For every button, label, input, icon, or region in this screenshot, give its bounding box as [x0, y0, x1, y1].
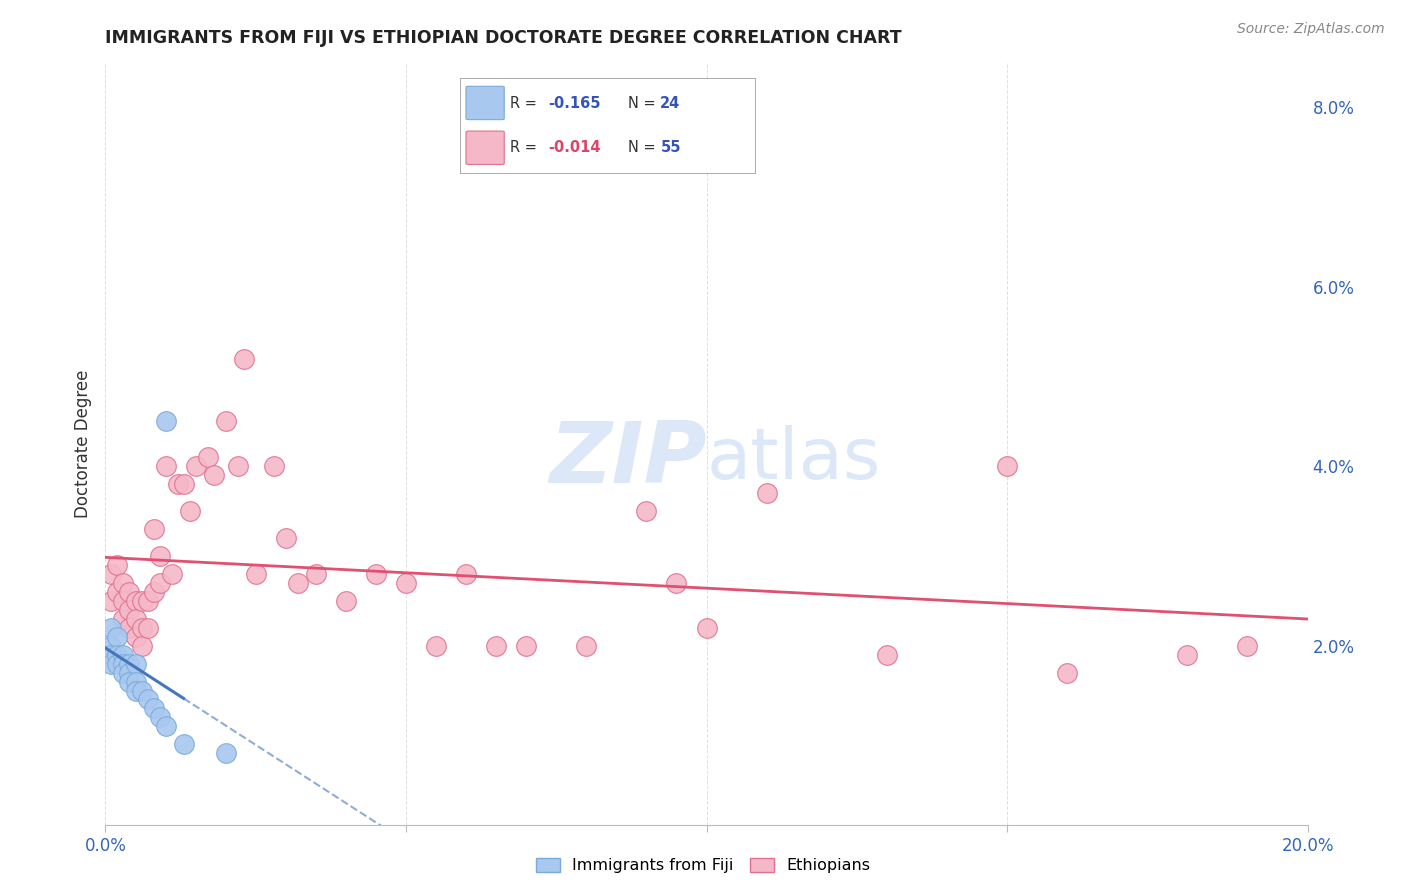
Point — [166, 477, 188, 491]
Point — [100, 594, 122, 608]
Point — [995, 459, 1018, 474]
Point — [142, 701, 165, 715]
Point — [179, 504, 201, 518]
Point — [148, 575, 170, 590]
Point — [131, 594, 153, 608]
Point — [131, 683, 153, 698]
Legend: Immigrants from Fiji, Ethiopians: Immigrants from Fiji, Ethiopians — [529, 851, 877, 880]
Point — [112, 612, 135, 626]
Point — [665, 575, 688, 590]
Point — [197, 450, 219, 465]
Point — [112, 648, 135, 662]
Point — [124, 612, 146, 626]
Point — [364, 566, 387, 581]
Point — [112, 594, 135, 608]
Point — [173, 737, 195, 751]
Point — [100, 657, 122, 671]
Point — [160, 566, 183, 581]
Point — [245, 566, 267, 581]
Point — [131, 621, 153, 635]
Point — [173, 477, 195, 491]
Point — [136, 692, 159, 706]
Text: ZIP: ZIP — [548, 417, 707, 500]
Point — [485, 639, 508, 653]
Point — [876, 648, 898, 662]
Point — [118, 584, 141, 599]
Point — [100, 621, 122, 635]
Point — [124, 630, 146, 644]
Point — [335, 594, 357, 608]
Point — [118, 665, 141, 680]
Point — [287, 575, 309, 590]
Point — [305, 566, 328, 581]
Point — [148, 549, 170, 563]
Point — [112, 657, 135, 671]
Point — [1056, 665, 1078, 680]
Point — [1177, 648, 1199, 662]
Point — [263, 459, 285, 474]
Point — [136, 621, 159, 635]
Point — [226, 459, 249, 474]
Point — [155, 414, 177, 428]
Point — [636, 504, 658, 518]
Point — [425, 639, 447, 653]
Point — [107, 558, 129, 572]
Text: IMMIGRANTS FROM FIJI VS ETHIOPIAN DOCTORATE DEGREE CORRELATION CHART: IMMIGRANTS FROM FIJI VS ETHIOPIAN DOCTOR… — [105, 29, 903, 47]
Point — [755, 486, 778, 500]
Point — [184, 459, 207, 474]
Point — [118, 674, 141, 689]
Point — [124, 674, 146, 689]
Point — [107, 657, 129, 671]
Point — [118, 621, 141, 635]
Point — [456, 566, 478, 581]
Point — [155, 459, 177, 474]
Text: atlas: atlas — [707, 425, 882, 493]
Point — [395, 575, 418, 590]
Point — [124, 683, 146, 698]
Point — [107, 630, 129, 644]
Point — [142, 584, 165, 599]
Point — [155, 719, 177, 733]
Point — [118, 603, 141, 617]
Point — [575, 639, 598, 653]
Point — [136, 594, 159, 608]
Point — [118, 657, 141, 671]
Point — [214, 747, 236, 761]
Point — [100, 566, 122, 581]
Point — [124, 657, 146, 671]
Point — [131, 639, 153, 653]
Point — [202, 468, 225, 483]
Text: Source: ZipAtlas.com: Source: ZipAtlas.com — [1237, 22, 1385, 37]
Point — [112, 575, 135, 590]
Point — [696, 621, 718, 635]
Point — [112, 665, 135, 680]
Point — [515, 639, 537, 653]
Point — [214, 414, 236, 428]
Point — [1236, 639, 1258, 653]
Point — [124, 594, 146, 608]
Y-axis label: Doctorate Degree: Doctorate Degree — [73, 369, 91, 518]
Point — [100, 648, 122, 662]
Point — [100, 639, 122, 653]
Point — [148, 710, 170, 724]
Point — [274, 531, 297, 545]
Point — [142, 522, 165, 536]
Point — [107, 584, 129, 599]
Point — [107, 648, 129, 662]
Point — [232, 351, 254, 366]
